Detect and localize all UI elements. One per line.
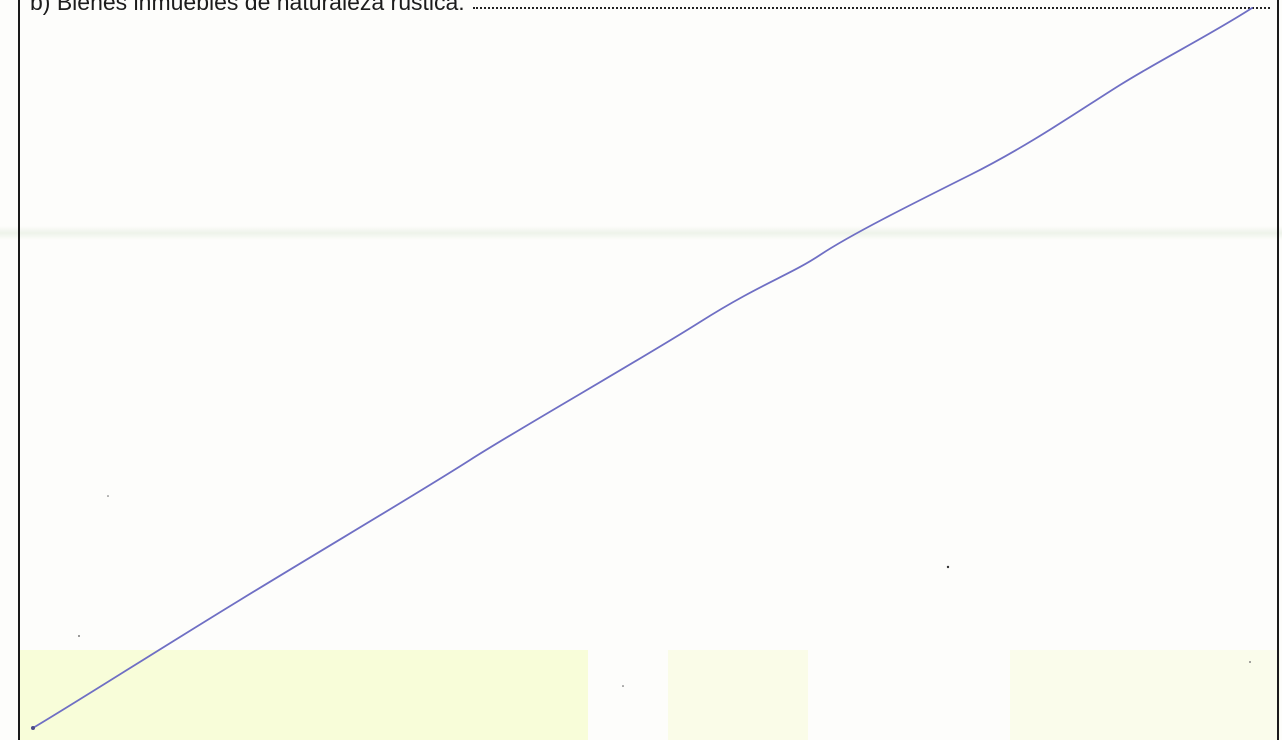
paper-tint <box>1010 650 1280 740</box>
scan-speck <box>946 565 950 569</box>
scan-speck <box>78 635 80 637</box>
scan-speck <box>622 685 624 687</box>
pen-start-dot <box>31 726 35 730</box>
form-field-box <box>18 0 1279 740</box>
pen-stroke <box>32 7 1253 729</box>
paper-tint <box>668 650 808 740</box>
scan-speck <box>1249 661 1251 663</box>
field-label: b) Bienes inmuebles de naturaleza rústic… <box>30 0 465 15</box>
scan-speck <box>107 495 109 497</box>
paper-tint <box>20 650 588 740</box>
dotted-leader-line <box>472 7 1270 9</box>
scan-artifact-band <box>0 226 1282 240</box>
field-heading-row: b) Bienes inmuebles de naturaleza rústic… <box>30 0 1270 14</box>
